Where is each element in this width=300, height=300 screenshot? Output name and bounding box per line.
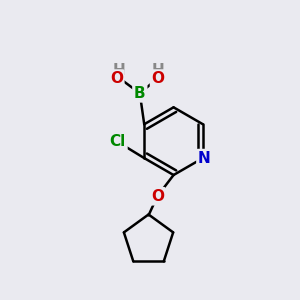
Text: N: N <box>198 151 211 166</box>
Text: H: H <box>152 63 164 78</box>
Text: O: O <box>152 71 165 86</box>
Text: O: O <box>151 189 164 204</box>
Text: O: O <box>110 71 123 86</box>
Text: Cl: Cl <box>110 134 126 149</box>
Text: H: H <box>113 63 126 78</box>
Text: B: B <box>134 86 146 101</box>
